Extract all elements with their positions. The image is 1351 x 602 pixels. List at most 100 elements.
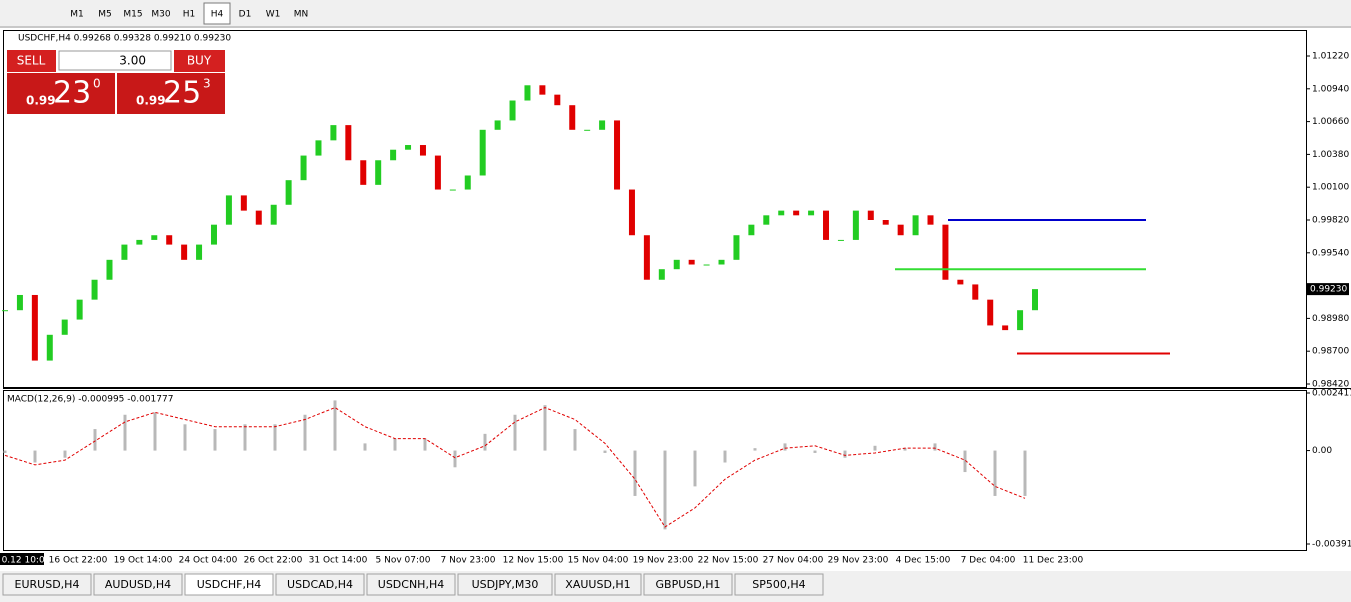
bid-price-box[interactable] [7,73,115,114]
sell-label[interactable]: SELL [17,54,46,68]
tab-label[interactable]: GBPUSD,H1 [656,578,721,591]
ask-price-prefix[interactable]: 0.99 [136,94,166,108]
symbol-tab[interactable] [184,573,274,596]
tab-label[interactable]: XAUUSD,H1 [565,578,630,591]
candle [315,140,322,156]
candle [16,294,23,311]
y-tick-label: -0.003913 [1312,540,1351,550]
candle [61,319,68,335]
timeframe-button[interactable] [232,3,258,24]
symbol-tab[interactable] [93,573,183,596]
timeframe-button[interactable] [92,3,118,24]
tab-label[interactable]: EURUSD,H4 [15,578,80,591]
macd-signal [4,407,1026,528]
macd-bar [363,443,367,451]
candle [599,120,606,130]
time-label: 7 Dec 04:00 [961,556,1016,566]
y-tick-label: 1.01220 [1312,52,1349,62]
candle [210,224,217,245]
bid-price-main[interactable]: 23 [53,76,91,111]
macd-bar [153,412,157,451]
ask-price-main[interactable]: 25 [163,76,201,111]
symbol-tab[interactable] [366,573,456,596]
timeframe-label[interactable]: H1 [183,10,196,20]
macd-bar [423,438,427,451]
symbol-tab[interactable] [643,573,733,596]
candle [106,259,113,280]
lots-value[interactable]: 3.00 [119,54,146,68]
timeframe-label[interactable]: D1 [239,10,252,20]
candle [196,244,203,260]
macd-bar [723,450,727,463]
current-price-label: 0.99230 [1310,285,1347,295]
macd-bar [183,424,187,451]
timeframe-button[interactable] [260,3,286,24]
candle [897,224,904,236]
timeframe-label[interactable]: M30 [151,10,170,20]
tab-label[interactable]: AUDUSD,H4 [105,578,171,591]
candle [2,310,8,312]
tab-label[interactable]: USDCHF,H4 [197,578,262,591]
candle [330,125,337,141]
candle [390,149,397,161]
macd-bar [63,450,67,458]
macd-bar [213,429,217,451]
candle [1032,289,1038,311]
timeframe-label[interactable]: M1 [70,10,84,20]
y-tick-label: 0.002411 [1312,389,1351,399]
timeframe-button[interactable] [176,3,202,24]
macd-bar [633,450,637,496]
candle [987,299,994,326]
timeframe-button[interactable] [148,3,174,24]
macd-bar [873,445,877,451]
macd-bar [843,450,847,458]
symbol-tab[interactable] [275,573,365,596]
timeframe-button[interactable] [288,3,314,24]
candle [882,220,889,225]
candle [405,145,412,150]
candle [375,160,382,185]
candle [360,160,367,185]
symbol-tab[interactable] [2,573,92,596]
tab-label[interactable]: USDCNH,H4 [378,578,444,591]
timeframe-button[interactable] [203,2,231,25]
time-label: 4 Dec 15:00 [896,556,951,566]
symbol-tab[interactable] [457,573,553,596]
bid-price-sup[interactable]: 0 [93,77,101,91]
candle [614,120,621,190]
time-cursor-box [0,553,44,565]
macd-bar [303,414,307,451]
sell-button[interactable] [7,50,56,72]
candle [718,259,725,265]
time-label: 29 Nov 23:00 [828,556,889,566]
buy-label[interactable]: BUY [187,54,212,68]
time-label: 0.12 10:00 [2,556,51,566]
timeframe-label[interactable]: W1 [266,10,281,20]
timeframe-label[interactable]: M15 [123,10,142,20]
buy-button[interactable] [174,50,225,72]
macd-bar [3,450,7,453]
ask-price-sup[interactable]: 3 [203,77,211,91]
tab-label[interactable]: USDJPY,M30 [472,578,539,591]
chart-window [0,28,1351,571]
symbol-tab[interactable] [734,573,824,596]
timeframe-button[interactable] [120,3,146,24]
symbol-tab[interactable] [554,573,642,596]
tab-label[interactable]: SP500,H4 [752,578,805,591]
candle [1002,325,1009,331]
timeframe-label[interactable]: MN [294,10,309,20]
timeframe-label[interactable]: M5 [98,10,112,20]
timeframe-label[interactable]: H4 [211,10,224,20]
y-tick-label: 0.98700 [1312,347,1349,357]
macd-bar [993,450,997,496]
bid-price-prefix[interactable]: 0.99 [26,94,56,108]
time-label: 7 Nov 23:00 [441,556,496,566]
ask-price-box[interactable] [117,73,225,114]
timeframe-button[interactable] [64,3,90,24]
macd-bar [753,448,757,451]
candle [643,235,650,280]
tab-label[interactable]: USDCAD,H4 [287,578,353,591]
candle [584,129,591,131]
candle [778,210,785,216]
lots-field[interactable] [58,50,172,71]
